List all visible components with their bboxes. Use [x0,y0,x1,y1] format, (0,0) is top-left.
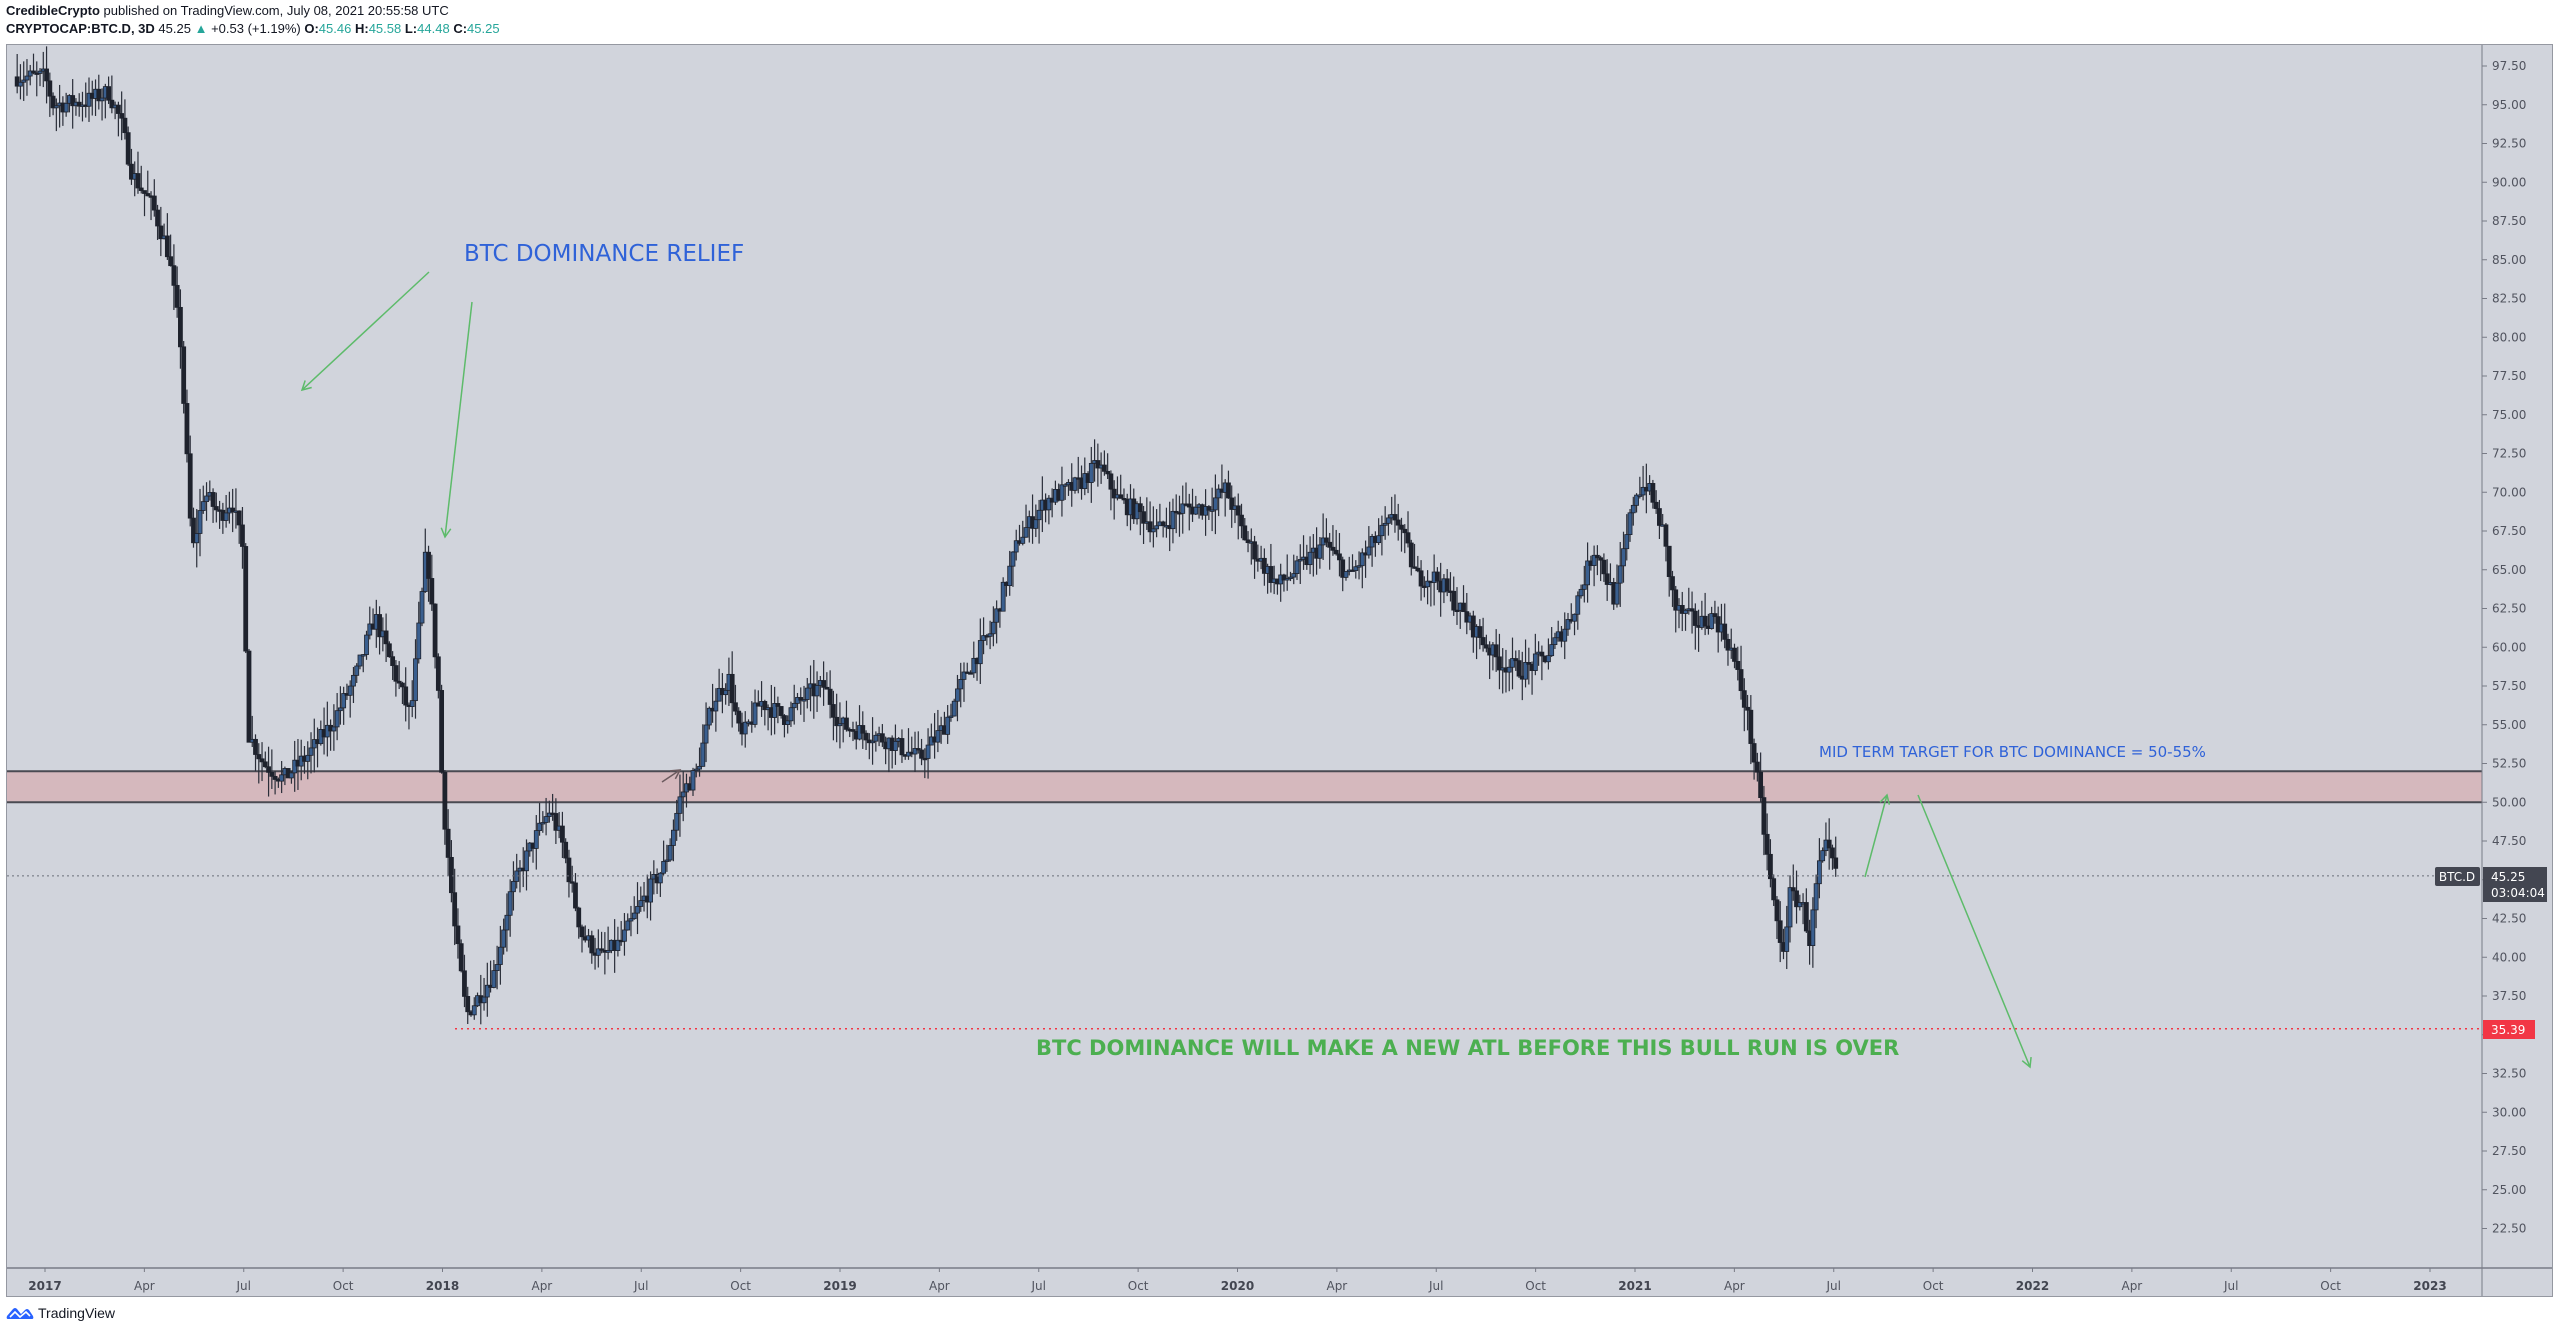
time-tick-label: Oct [1923,1279,1944,1293]
close-value: 45.25 [467,21,500,36]
candlestick-series [14,46,1839,1025]
time-tick-label: Oct [333,1279,354,1293]
time-tick-label: 2023 [2413,1279,2446,1293]
price-tick-label: 75.00 [2492,408,2526,422]
time-tick-label: 2017 [28,1279,61,1293]
relief-annotation[interactable]: BTC DOMINANCE RELIEF [464,241,744,267]
price-tick-label: 70.00 [2492,485,2526,499]
axes: 97.50 95.00 92.50 90.00 87.50 85.00 82.50 80.00… [7,45,2552,1296]
forecast-arrow-up[interactable] [1864,793,1891,878]
price-tick-label: 90.00 [2492,175,2526,189]
time-tick-label: Oct [2320,1279,2341,1293]
price-scale-labels: BTC.D 45.25 03:04:04 35.39 [2435,867,2547,1039]
time-tick-label: Apr [134,1279,155,1293]
last-price: 45.25 [158,21,191,36]
time-tick-label: 2019 [823,1279,856,1293]
time-tick-label: Apr [929,1279,950,1293]
high-label: H: [354,21,369,36]
price-tick-label: 22.50 [2492,1222,2526,1236]
time-tick-label: Jul [1031,1279,1046,1293]
price-tick-label: 65.00 [2492,563,2526,577]
time-tick-label: Apr [1326,1279,1347,1293]
symbol-tag-bg [2435,867,2480,886]
chart-frame[interactable] [6,44,2553,1297]
price-tick-label: 80.00 [2492,330,2526,344]
atl-price-label: 35.39 [2491,1023,2525,1037]
price-tick-label: 85.00 [2492,253,2526,267]
time-tick-label: Oct [730,1279,751,1293]
symbol-name: CRYPTOCAP:BTC.D, 3D [6,21,155,36]
zone-fill [7,771,2482,803]
price-tick-label: 97.50 [2492,59,2526,73]
price-tick-label: 30.00 [2492,1105,2526,1119]
price-tick-label: 60.00 [2492,640,2526,654]
time-tick-label: 2018 [426,1279,459,1293]
relief-arrow-left[interactable] [300,271,430,392]
time-tick-label: Oct [1128,1279,1149,1293]
tradingview-brand[interactable]: TradingView [38,1305,116,1321]
price-tick-label: 87.50 [2492,214,2526,228]
price-tick-label: 47.50 [2492,834,2526,848]
price-tick-label: 95.00 [2492,98,2526,112]
price-tick-label: 40.00 [2492,950,2526,964]
author-name[interactable]: CredibleCrypto [6,3,100,18]
countdown-label: 03:04:04 [2491,886,2545,900]
current-price-bg [2483,867,2547,902]
publish-line: CredibleCrypto published on TradingView.… [6,2,500,20]
footer: TradingView [6,1305,115,1321]
price-tick-label: 50.00 [2492,795,2526,809]
price-tick-label: 42.50 [2492,912,2526,926]
time-tick-label: 2020 [1221,1279,1254,1293]
price-tick-label: 57.50 [2492,679,2526,693]
time-tick-label: Apr [531,1279,552,1293]
atl-price-bg [2483,1020,2535,1039]
mid-term-annotation[interactable]: MID TERM TARGET FOR BTC DOMINANCE = 50-5… [1819,743,2206,761]
price-tick-label: 32.50 [2492,1067,2526,1081]
support-zone[interactable] [7,770,2482,804]
price-tick-label: 25.00 [2492,1183,2526,1197]
relief-arrow-right[interactable] [440,301,473,539]
chart-header: CredibleCrypto published on TradingView.… [6,2,500,38]
time-tick-label: Jul [236,1279,251,1293]
time-tick-label: Apr [2121,1279,2142,1293]
price-tick-label: 72.50 [2492,447,2526,461]
atl-annotation[interactable]: BTC DOMINANCE WILL MAKE A NEW ATL BEFORE… [1036,1036,1899,1060]
price-change: +0.53 (+1.19%) [211,21,301,36]
price-lines [7,875,2482,1030]
close-label: C: [453,21,468,36]
time-tick-label: 2022 [2016,1279,2049,1293]
low-value: 44.48 [417,21,450,36]
low-label: L: [404,21,418,36]
time-tick-label: Jul [2223,1279,2238,1293]
high-value: 45.58 [368,21,402,36]
symbol-line: CRYPTOCAP:BTC.D, 3D 45.25 ▲ +0.53 (+1.19… [6,20,500,38]
time-tick-label: Oct [1525,1279,1546,1293]
annotations[interactable]: BTC DOMINANCE RELIEF MID TERM TARGET FOR… [464,241,2206,1060]
price-tick-label: 62.50 [2492,602,2526,616]
open-label: O: [304,21,319,36]
price-tick-label: 77.50 [2492,369,2526,383]
price-tick-label: 67.50 [2492,524,2526,538]
time-tick-label: 2021 [1618,1279,1651,1293]
price-tick-label: 55.00 [2492,718,2526,732]
drawings[interactable] [300,271,2032,1069]
symbol-tag: BTC.D [2439,870,2475,884]
up-triangle-icon: ▲ [194,21,208,36]
price-tick-label: 82.50 [2492,292,2526,306]
time-tick-label: Jul [633,1279,648,1293]
current-price-label: 45.25 [2491,870,2525,884]
tradingview-logo-icon [6,1308,34,1319]
price-tick-label: 37.50 [2492,989,2526,1003]
open-value: 45.46 [318,21,352,36]
time-tick-label: Jul [1428,1279,1443,1293]
forecast-arrow-down[interactable] [1917,794,2032,1069]
time-tick-label: Jul [1826,1279,1841,1293]
price-tick-label: 27.50 [2492,1144,2526,1158]
price-tick-label: 52.50 [2492,757,2526,771]
price-tick-label: 92.50 [2492,137,2526,151]
breakout-arrow[interactable] [661,769,682,783]
published-text: published on TradingView.com, July 08, 2… [103,3,449,18]
time-tick-label: Apr [1724,1279,1745,1293]
